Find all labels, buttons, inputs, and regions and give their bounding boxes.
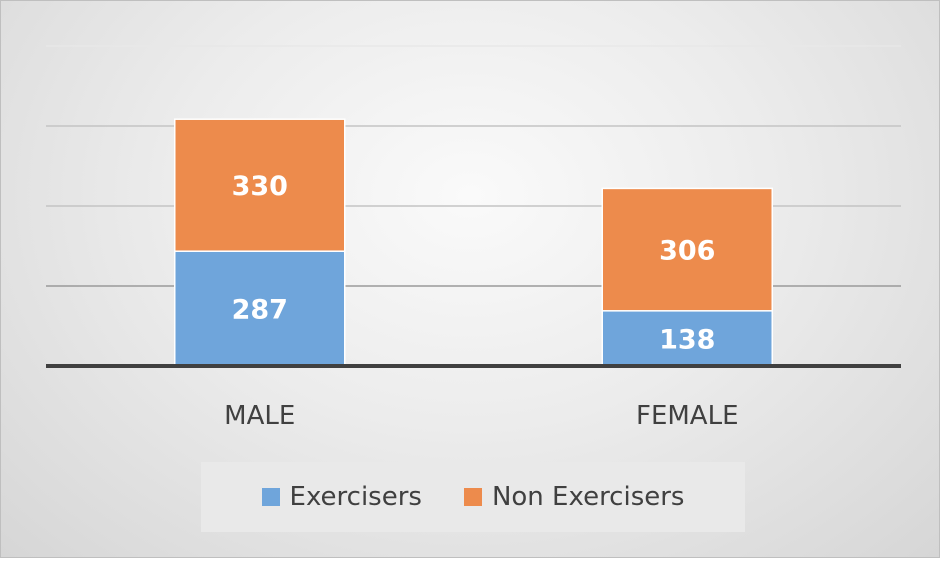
data-label: 287 xyxy=(232,295,288,326)
bars xyxy=(174,118,773,367)
legend-label-exercisers: Exercisers xyxy=(289,482,422,512)
bar-male-exercisers xyxy=(174,250,346,367)
data-labels: 287 330 138 306 xyxy=(232,171,716,355)
data-label: 330 xyxy=(232,171,288,202)
bar-male-non-exercisers xyxy=(174,118,346,252)
legend-swatch-exercisers xyxy=(261,488,280,506)
category-label: FEMALE xyxy=(636,401,739,431)
legend: Exercisers Non Exercisers xyxy=(201,462,745,532)
category-labels: MALE FEMALE xyxy=(224,401,738,431)
data-label: 138 xyxy=(659,324,715,355)
legend-label-non-exercisers: Non Exercisers xyxy=(491,482,685,512)
data-label: 306 xyxy=(659,236,715,267)
legend-item-non-exercisers: Non Exercisers xyxy=(463,482,685,512)
legend-swatch-non-exercisers xyxy=(463,488,482,506)
category-label: MALE xyxy=(224,401,295,431)
bar-female-non-exercisers xyxy=(601,187,773,312)
legend-item-exercisers: Exercisers xyxy=(261,482,422,512)
